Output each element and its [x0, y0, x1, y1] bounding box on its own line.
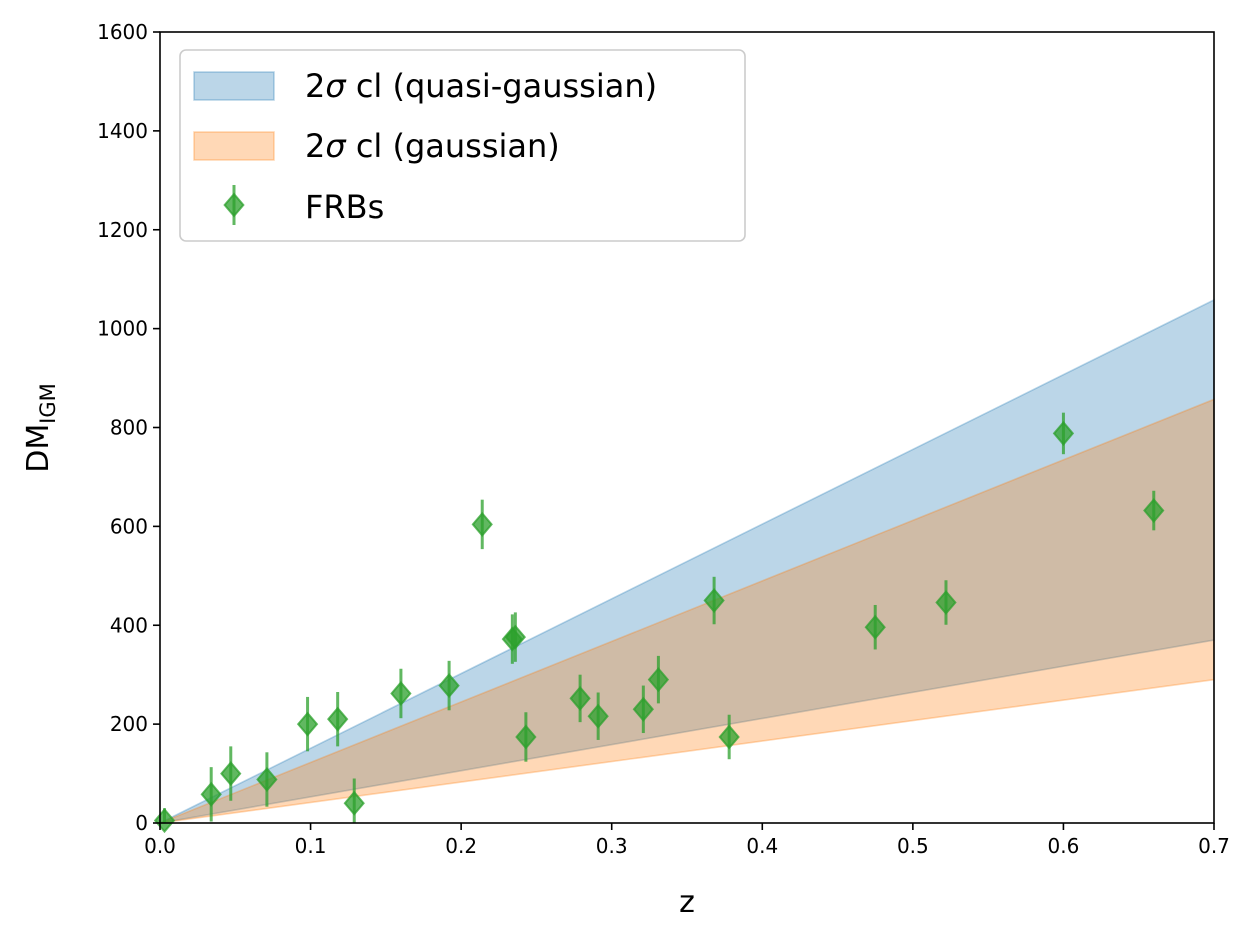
frb-marker [864, 614, 886, 640]
frb-point [587, 692, 609, 740]
frb-marker [390, 680, 412, 707]
frb-marker [1143, 498, 1165, 524]
frb-marker [200, 781, 222, 807]
frb-points [153, 412, 1165, 834]
y-tick-label: 800 [110, 416, 148, 440]
frb-point [390, 668, 412, 719]
frb-point [864, 604, 886, 650]
y-tick-label: 200 [110, 712, 148, 736]
frb-marker [647, 667, 670, 693]
frb-marker [438, 673, 460, 699]
frb-marker [471, 511, 493, 537]
frb-point [256, 752, 278, 807]
frb-point [1052, 412, 1075, 455]
frb-point [438, 660, 460, 711]
x-tick-label: 0.5 [897, 834, 929, 858]
frb-point [200, 767, 222, 822]
frb-point [1143, 490, 1165, 531]
frb-point [220, 746, 242, 801]
y-axis-title-subscript: IGM [36, 383, 60, 424]
x-tick-label: 0.2 [445, 834, 477, 858]
y-tick-label: 1000 [97, 317, 148, 341]
frb-point [327, 691, 349, 747]
frb-marker [327, 706, 349, 732]
frb-marker [632, 696, 654, 722]
legend-marker-diamond [223, 192, 245, 218]
x-axis-ticks: 0.0 0.1 0.2 0.3 0.4 0.5 0.6 0.7 [144, 823, 1230, 858]
frb-point [632, 685, 654, 734]
frb-point [343, 778, 365, 823]
legend-marker-frbs [223, 185, 245, 225]
frb-point [504, 612, 527, 662]
y-tick-label: 600 [110, 514, 148, 538]
legend-label-frbs: FRBs [305, 188, 384, 226]
x-tick-label: 0.4 [746, 834, 778, 858]
frb-marker [220, 761, 242, 787]
frb-marker [515, 724, 537, 750]
x-axis-title: z [679, 885, 695, 920]
frb-point [718, 714, 740, 760]
frb-marker [718, 724, 740, 750]
legend-label-quasi-gaussian: 2σ cl (quasi-gaussian) [305, 67, 657, 105]
frb-marker [343, 790, 365, 816]
y-axis-title: DMIGM [21, 383, 60, 473]
frb-point [569, 674, 591, 723]
y-tick-label: 1200 [97, 218, 148, 242]
frb-marker [703, 587, 725, 614]
y-tick-label: 0 [135, 811, 148, 835]
frb-point [647, 655, 670, 704]
frb-marker [296, 711, 319, 737]
legend-box [179, 49, 746, 242]
y-axis-ticks: 0 200 400 600 800 1000 1200 1400 1600 [97, 20, 160, 835]
x-tick-label: 0.0 [144, 834, 176, 858]
frb-point [296, 696, 319, 752]
frb-point [515, 712, 537, 762]
y-tick-label: 1600 [97, 20, 148, 44]
frb-marker [504, 624, 527, 650]
frb-marker [256, 766, 278, 793]
y-tick-label: 1400 [97, 119, 148, 143]
y-tick-label: 400 [110, 613, 148, 637]
frb-point [703, 576, 725, 625]
legend-swatch-quasi-gaussian [193, 71, 275, 101]
legend: 2σ cl (quasi-gaussian) 2σ cl (gaussian) … [179, 49, 746, 242]
frb-marker [935, 589, 957, 616]
frb-marker [569, 685, 591, 711]
frb-marker [587, 703, 609, 729]
frb-point [935, 580, 957, 625]
x-tick-label: 0.1 [295, 834, 327, 858]
y-axis-title-main: DM [21, 424, 56, 473]
frb-point [471, 499, 493, 550]
x-tick-label: 0.7 [1198, 834, 1230, 858]
frb-marker [1052, 420, 1075, 446]
legend-label-gaussian: 2σ cl (gaussian) [305, 127, 560, 165]
legend-swatch-gaussian [193, 131, 275, 161]
x-tick-label: 0.3 [596, 834, 628, 858]
x-tick-label: 0.6 [1048, 834, 1080, 858]
